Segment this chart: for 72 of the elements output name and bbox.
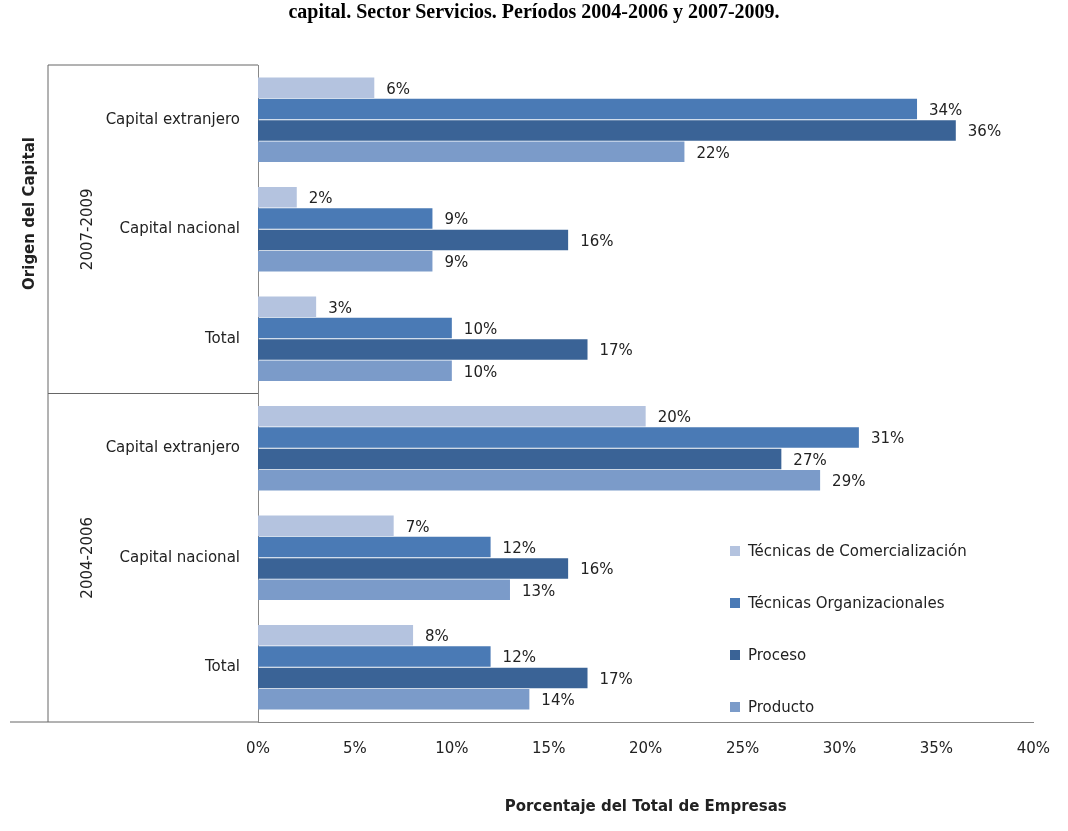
bar bbox=[258, 339, 588, 360]
bar bbox=[258, 689, 530, 710]
data-label: 12% bbox=[502, 648, 536, 667]
legend-label: Proceso bbox=[748, 645, 807, 664]
bar bbox=[258, 360, 452, 382]
data-label: 20% bbox=[657, 408, 692, 427]
bar bbox=[258, 98, 918, 120]
data-label: 7% bbox=[405, 517, 430, 536]
text: 2007-2009 bbox=[77, 188, 96, 271]
data-label: 9% bbox=[444, 253, 469, 272]
data-label: 13% bbox=[521, 581, 556, 600]
data-label: 9% bbox=[444, 210, 469, 229]
data-label: 10% bbox=[463, 362, 498, 381]
y-axis-title: Origen del Capital bbox=[19, 137, 38, 290]
bar bbox=[258, 317, 452, 339]
data-label: 17% bbox=[599, 341, 633, 360]
bar bbox=[258, 186, 297, 208]
data-label: 6% bbox=[386, 79, 411, 98]
x-axis-title: Porcentaje del Total de Empresas bbox=[504, 796, 787, 815]
data-label: 29% bbox=[832, 472, 866, 491]
x-tick-label: 10% bbox=[435, 738, 469, 757]
bar bbox=[258, 229, 569, 251]
x-tick-label: 25% bbox=[725, 738, 760, 757]
y-tick-label: Total bbox=[203, 328, 240, 347]
data-label: 22% bbox=[696, 143, 730, 162]
bar bbox=[258, 624, 414, 646]
data-label: 17% bbox=[599, 669, 633, 688]
x-tick-label: 0% bbox=[246, 738, 270, 757]
bar bbox=[258, 251, 433, 272]
y-tick-label: Capital extranjero bbox=[105, 438, 240, 457]
y-tick-label: Capital nacional bbox=[119, 547, 240, 566]
bar bbox=[258, 536, 491, 558]
x-tick-label: 20% bbox=[628, 738, 663, 757]
data-label: 27% bbox=[793, 450, 827, 469]
bar bbox=[258, 427, 859, 448]
x-tick-label: 30% bbox=[822, 738, 857, 757]
x-tick-label: 35% bbox=[919, 738, 954, 757]
data-label: 14% bbox=[541, 691, 575, 710]
data-label: 34% bbox=[929, 100, 963, 119]
x-tick-label: 40% bbox=[1016, 738, 1050, 757]
bar bbox=[258, 667, 588, 689]
text: 2004-2006 bbox=[77, 516, 96, 599]
data-label: 8% bbox=[425, 627, 449, 646]
bar bbox=[258, 448, 782, 470]
y-tick-label: Capital extranjero bbox=[105, 109, 240, 128]
data-label: 31% bbox=[870, 429, 905, 448]
bar bbox=[258, 77, 375, 98]
bar bbox=[258, 558, 569, 579]
bar bbox=[258, 296, 317, 317]
legend-label: Producto bbox=[748, 697, 815, 716]
bar bbox=[258, 208, 433, 229]
bar bbox=[258, 141, 685, 163]
data-label: 10% bbox=[463, 319, 498, 338]
chart-title: capital. Sector Servicios. Períodos 2004-2006 y 2007-2009. bbox=[287, 0, 781, 23]
y-tick-label: Capital nacional bbox=[119, 219, 240, 238]
legend-label: Técnicas Organizacionales bbox=[748, 593, 945, 612]
data-label: 2% bbox=[308, 189, 333, 208]
data-label: 16% bbox=[580, 560, 614, 579]
bar bbox=[258, 579, 510, 601]
bar bbox=[258, 515, 394, 536]
data-label: 3% bbox=[328, 298, 352, 317]
bar bbox=[258, 405, 646, 427]
x-tick-label: 15% bbox=[532, 738, 566, 757]
bar bbox=[258, 120, 956, 141]
y-tick-label: Total bbox=[203, 657, 240, 676]
data-label: 12% bbox=[502, 538, 536, 557]
bar bbox=[258, 646, 491, 667]
x-tick-label: 5% bbox=[343, 738, 367, 757]
bar bbox=[258, 470, 821, 491]
data-label: 16% bbox=[580, 231, 614, 250]
data-label: 36% bbox=[967, 122, 1002, 141]
legend-label: Técnicas de Comercialización bbox=[748, 541, 967, 560]
